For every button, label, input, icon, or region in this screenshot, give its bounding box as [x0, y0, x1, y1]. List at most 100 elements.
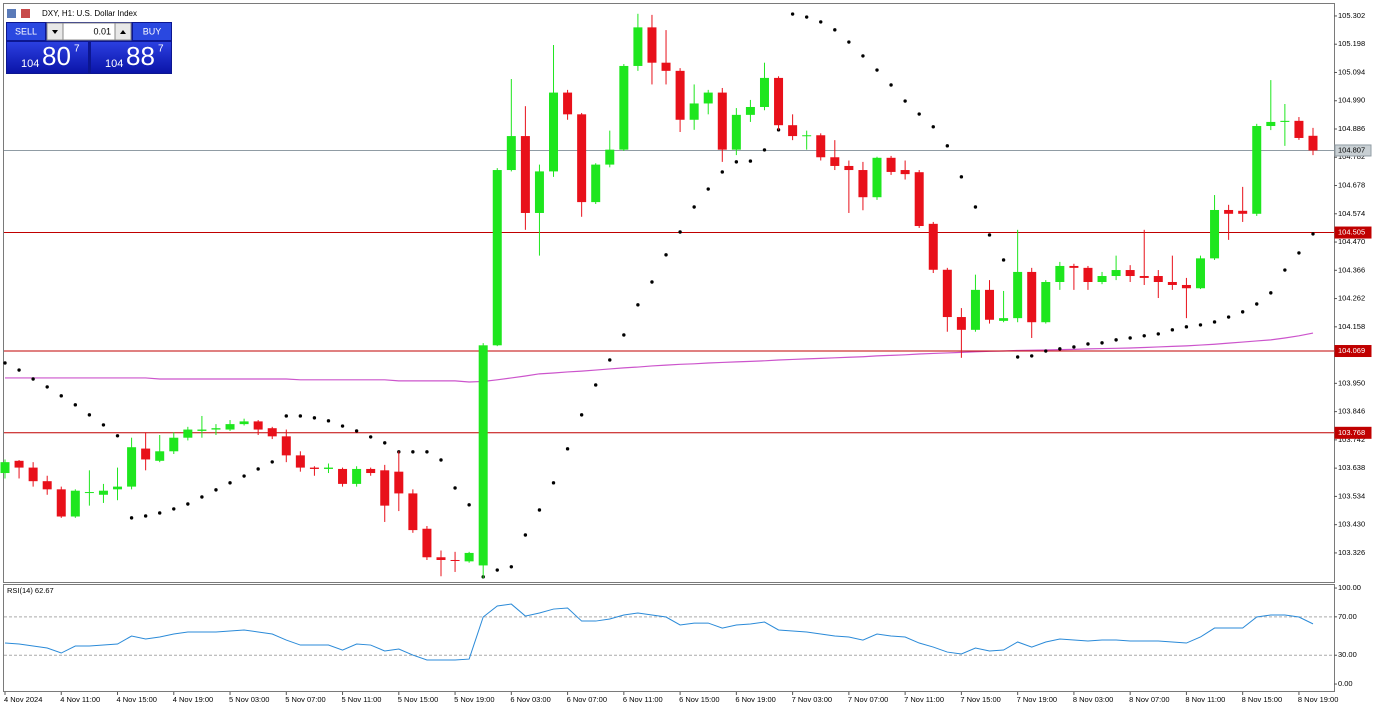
candle-body: [788, 125, 798, 137]
y-tick-label: 103.638: [1338, 463, 1365, 472]
candle-body: [999, 318, 1009, 321]
parabolic-sar-dot: [1044, 349, 1048, 353]
parabolic-sar-dot: [1001, 258, 1006, 262]
candle-body: [759, 77, 769, 107]
candle-body: [661, 62, 671, 71]
buy-label: BUY: [143, 26, 162, 36]
candle-body: [98, 490, 108, 495]
y-tick-label: 105.094: [1338, 67, 1365, 76]
parabolic-sar-dot: [1170, 328, 1175, 332]
candle-body: [56, 489, 66, 517]
x-tick-label: 6 Nov 15:00: [679, 695, 719, 704]
candle-body: [1195, 258, 1205, 289]
icon[interactable]: [7, 9, 16, 18]
candle-body: [141, 448, 151, 460]
candle-body: [0, 462, 10, 474]
candle-body: [225, 424, 235, 430]
candle-body: [295, 455, 305, 468]
parabolic-sar-dot: [650, 280, 654, 284]
candle-body: [830, 157, 840, 166]
parabolic-sar-dot: [439, 458, 443, 462]
parabolic-sar-dot: [368, 435, 373, 439]
candle-body: [886, 157, 896, 172]
candle-body: [366, 468, 376, 474]
candle-body: [281, 436, 291, 456]
y-tick-label: 103.950: [1338, 378, 1365, 387]
parabolic-sar-dot: [847, 40, 851, 44]
buy-button[interactable]: [133, 23, 171, 40]
parabolic-sar-dot: [1156, 332, 1160, 336]
parabolic-sar-dot: [833, 28, 837, 32]
candle-body: [380, 470, 390, 506]
x-tick-label: 4 Nov 11:00: [60, 695, 100, 704]
candle-body: [1224, 209, 1234, 214]
candle-body: [633, 27, 643, 66]
parabolic-sar-dot: [467, 503, 471, 507]
parabolic-sar-dot: [129, 516, 134, 520]
arrow-down: [52, 30, 58, 34]
y-tick-label: 104.782: [1338, 152, 1365, 161]
parabolic-sar-dot: [734, 160, 739, 164]
parabolic-sar-dot: [790, 12, 795, 16]
one-click-trading: SELL 0.01 BUY 104 80 7 104 88 7: [6, 22, 172, 74]
y-tick-label: 104.678: [1338, 181, 1365, 190]
parabolic-sar-dot: [889, 83, 893, 87]
x-tick-label: 7 Nov 15:00: [960, 695, 1000, 704]
y-tick-label: 70.00: [1338, 612, 1357, 621]
candle-body: [802, 135, 812, 137]
parabolic-sar-dot: [973, 205, 978, 209]
parabolic-sar-dot: [594, 383, 598, 387]
candle-body: [127, 447, 137, 487]
x-tick-label: 7 Nov 11:00: [904, 695, 944, 704]
y-tick-label: 103.742: [1338, 435, 1365, 444]
candle-body: [436, 557, 446, 560]
icon[interactable]: [21, 9, 30, 18]
parabolic-sar-dot: [172, 507, 176, 511]
y-tick-label: 104.886: [1338, 124, 1365, 133]
parabolic-sar-dot: [298, 414, 303, 418]
parabolic-sar-dot: [1114, 338, 1118, 342]
candle-body: [1294, 120, 1304, 138]
ask-quote[interactable]: [91, 42, 171, 73]
parabolic-sar-dot: [1198, 323, 1203, 327]
price-label-box: [1334, 345, 1372, 358]
ask-big-figure: 104: [105, 58, 123, 70]
y-tick-label: 104.262: [1338, 294, 1365, 303]
candle-body: [1266, 121, 1276, 127]
parabolic-sar-dot: [1030, 354, 1034, 358]
candle-body: [928, 223, 938, 270]
x-tick-label: 7 Nov 19:00: [1017, 695, 1057, 704]
parabolic-sar-dot: [917, 112, 921, 116]
parabolic-sar-dot: [565, 447, 570, 451]
candle-body: [1252, 126, 1262, 214]
x-tick-label: 5 Nov 11:00: [342, 695, 382, 704]
y-tick-label: 103.846: [1338, 407, 1365, 416]
parabolic-sar-dot: [748, 159, 753, 163]
sell-button[interactable]: [7, 23, 45, 40]
candle-body: [1097, 276, 1107, 282]
candle-body: [309, 467, 319, 469]
bid-point: 7: [74, 44, 80, 55]
y-tick-label: 105.302: [1338, 11, 1365, 20]
parabolic-sar-dot: [692, 205, 696, 209]
ask-point: 7: [158, 44, 164, 55]
candle-body: [113, 486, 123, 490]
candle-body: [1111, 270, 1121, 277]
parabolic-sar-dot: [551, 481, 556, 485]
parabolic-sar-dot: [1086, 342, 1090, 346]
candle-body: [549, 92, 559, 172]
price-label-box: [1334, 144, 1372, 157]
parabolic-sar-dot: [720, 170, 724, 174]
y-tick-label: 104.366: [1338, 265, 1365, 274]
bid-quote[interactable]: [7, 42, 88, 73]
parabolic-sar-dot: [1240, 310, 1245, 314]
candle-body: [239, 421, 249, 425]
candle-body: [844, 165, 854, 171]
bid-big-figure: 104: [21, 58, 39, 70]
parabolic-sar-dot: [804, 15, 809, 19]
parabolic-sar-dot: [861, 54, 865, 58]
parabolic-sar-dot: [383, 441, 387, 445]
parabolic-sar-dot: [1297, 251, 1301, 255]
parabolic-sar-dot: [537, 508, 542, 512]
parabolic-sar-dot: [1184, 325, 1189, 329]
